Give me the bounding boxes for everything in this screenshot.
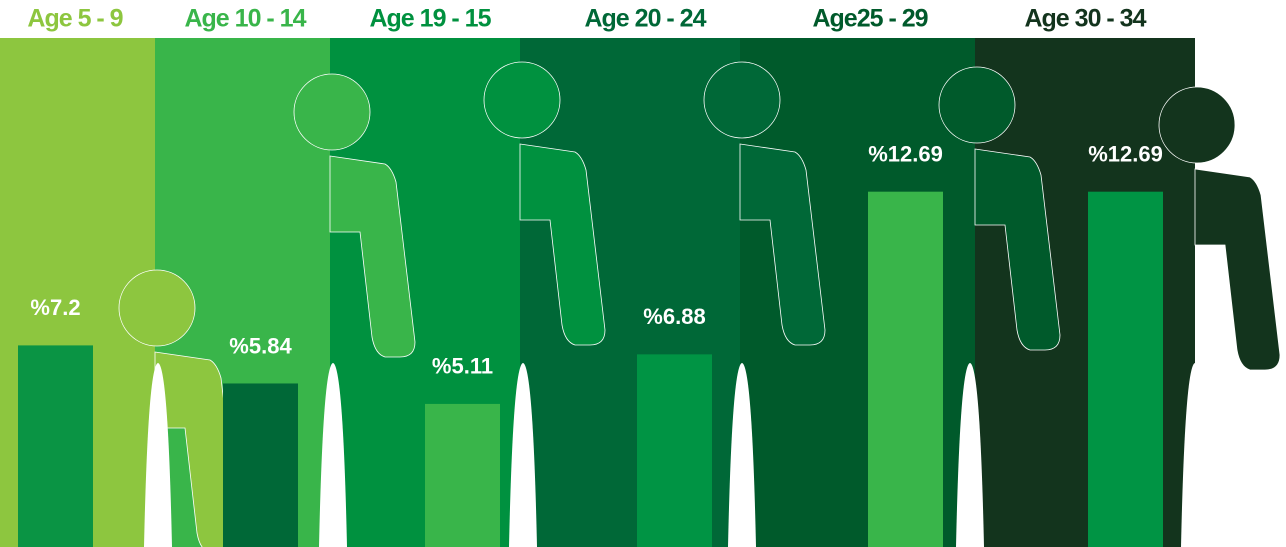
value-label: %5.11	[432, 354, 493, 379]
bar	[18, 345, 93, 547]
bar	[223, 383, 298, 547]
value-label: %7.2	[30, 295, 80, 320]
bar	[425, 404, 500, 547]
category-label: Age25 - 29	[812, 5, 927, 33]
bar	[868, 192, 943, 547]
chart: Age 5 - 9 %7.2 Age 10 - 14 %5.84 Age 19 - 15…	[0, 0, 1286, 547]
value-label: %6.88	[643, 304, 705, 329]
value-label: %12.69	[1088, 141, 1163, 166]
category-label: Age 10 - 14	[184, 5, 306, 33]
bar	[1088, 192, 1163, 547]
arm	[1195, 169, 1280, 370]
value-label: %12.69	[868, 141, 943, 166]
value-label: %5.84	[229, 333, 292, 358]
category-label: Age 19 - 15	[369, 5, 491, 33]
category-label: Age 30 - 34	[1024, 5, 1146, 33]
category-label: Age 5 - 9	[27, 5, 122, 33]
category-label: Age 20 - 24	[584, 5, 706, 33]
bar	[637, 354, 712, 547]
